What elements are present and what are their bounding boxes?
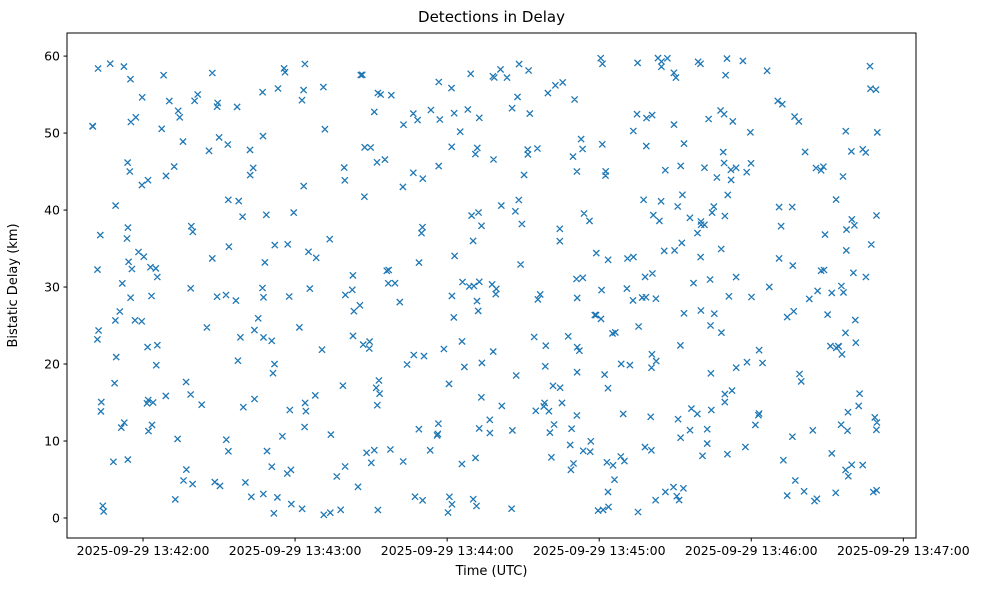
scatter-series <box>89 54 881 519</box>
y-tick-label: 30 <box>44 280 60 295</box>
scatter-points <box>89 54 881 519</box>
x-tick-label: 2025-09-29 13:43:00 <box>229 543 362 558</box>
x-tick-label: 2025-09-29 13:42:00 <box>77 543 210 558</box>
y-tick-label: 20 <box>44 357 60 372</box>
y-tick-label: 60 <box>44 49 60 64</box>
x-axis-label: Time (UTC) <box>455 564 528 579</box>
plot-frame <box>66 32 917 539</box>
y-axis-ticks: 0 10 20 30 40 50 60 <box>44 49 67 525</box>
x-tick-label: 2025-09-29 13:47:00 <box>837 543 970 558</box>
y-tick-label: 40 <box>44 203 60 218</box>
x-axis-ticks: 2025-09-29 13:42:00 2025-09-29 13:43:00 20… <box>77 538 970 558</box>
x-tick-label: 2025-09-29 13:45:00 <box>533 543 666 558</box>
y-axis-label: Bistatic Delay (km) <box>6 223 21 347</box>
x-tick-label: 2025-09-29 13:46:00 <box>685 543 818 558</box>
chart-title: Detections in Delay <box>418 8 565 26</box>
x-tick-label: 2025-09-29 13:44:00 <box>381 543 514 558</box>
y-tick-label: 50 <box>44 126 60 141</box>
y-tick-label: 0 <box>52 510 60 525</box>
y-tick-label: 10 <box>44 434 60 449</box>
